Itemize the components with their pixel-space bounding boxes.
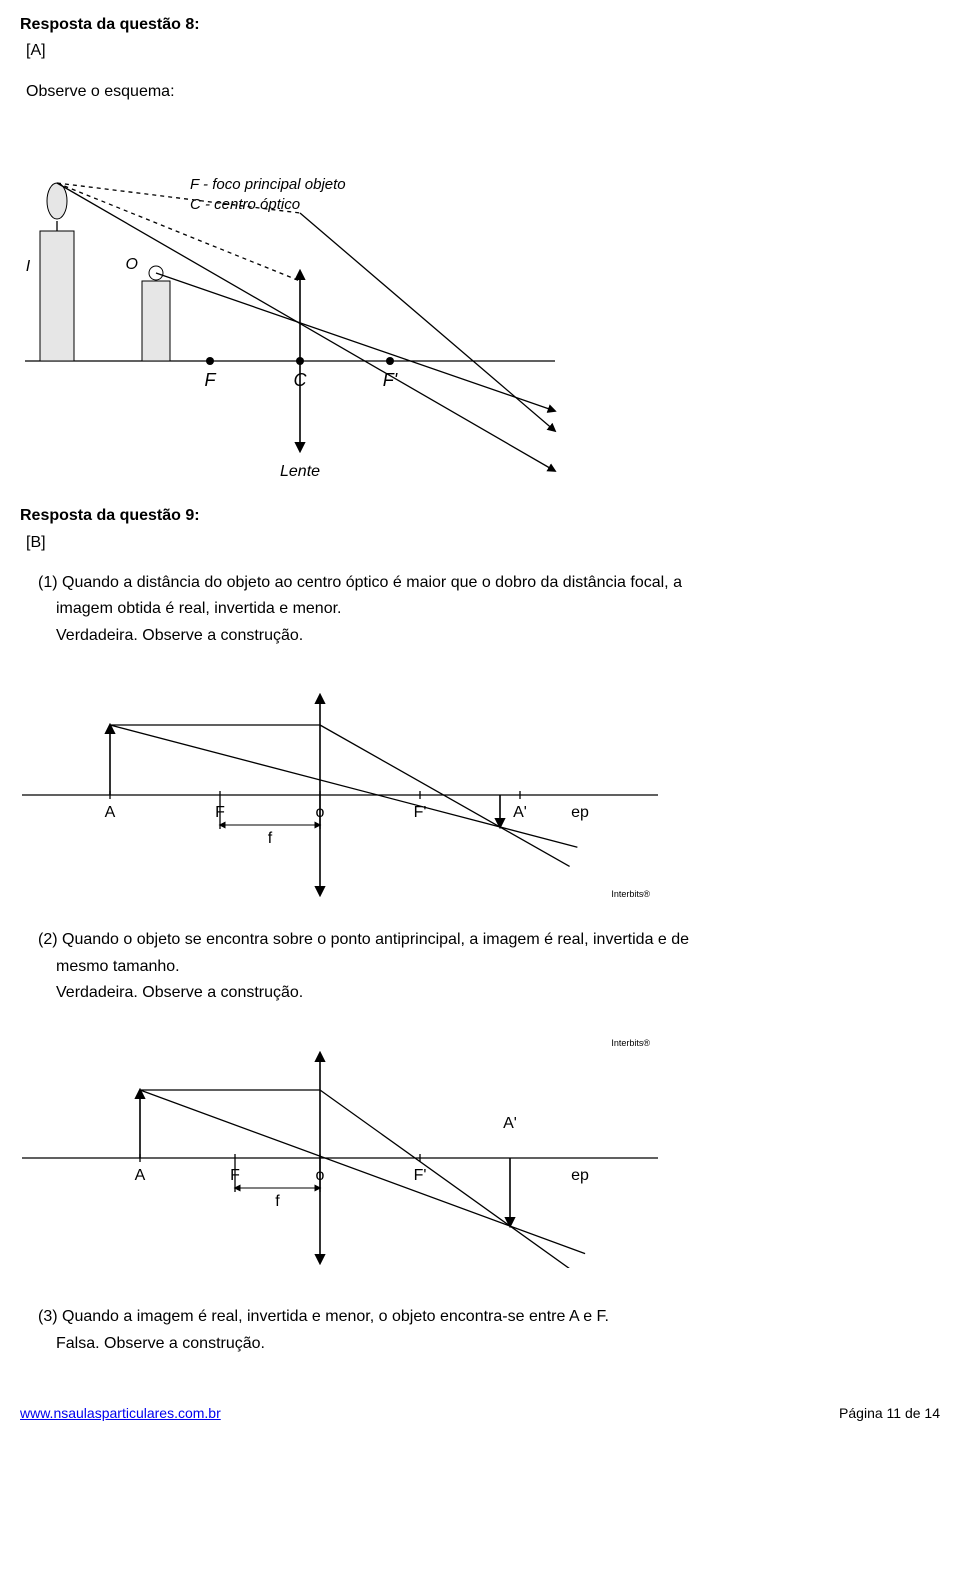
svg-text:Interbits®: Interbits®: [611, 1038, 650, 1048]
q9-item2-l3: Verdadeira. Observe a construção.: [20, 982, 940, 1004]
svg-text:Lente: Lente: [280, 463, 320, 480]
figure-lens-schema: I F - foco principal objeto C - centro ópt…: [20, 141, 560, 481]
q9-item1-l2: imagem obtida é real, invertida e menor.: [20, 598, 940, 620]
footer-page: Página 11 de 14: [839, 1405, 940, 1421]
svg-text:F': F': [414, 1167, 427, 1184]
svg-text:ep: ep: [571, 804, 589, 821]
svg-text:f: f: [268, 830, 273, 847]
svg-text:I: I: [26, 258, 31, 275]
q9-item3-l1: (3) Quando a imagem é real, invertida e …: [20, 1306, 940, 1328]
svg-text:A: A: [135, 1167, 146, 1184]
svg-text:F: F: [205, 370, 217, 390]
q9-item2-l1: (2) Quando o objeto se encontra sobre o …: [20, 929, 940, 951]
footer-link[interactable]: www.nsaulasparticulares.com.br: [20, 1405, 221, 1421]
q9-item3-l2: Falsa. Observe a construção.: [20, 1333, 940, 1355]
svg-text:A': A': [503, 1115, 517, 1132]
svg-text:A: A: [105, 804, 116, 821]
svg-text:Interbits®: Interbits®: [611, 889, 650, 899]
svg-text:C - centro óptico: C - centro óptico: [190, 196, 300, 213]
figure-construction-2: AFoF'epfA'Interbits®: [20, 1028, 660, 1268]
q8-prompt: Observe o esquema:: [20, 81, 940, 103]
svg-text:C: C: [294, 370, 308, 390]
q9-item1-l1: (1) Quando a distância do objeto ao cent…: [20, 572, 940, 594]
svg-text:f: f: [275, 1193, 280, 1210]
svg-text:A': A': [513, 804, 527, 821]
q8-title: Resposta da questão 8:: [20, 14, 940, 36]
svg-text:O: O: [126, 256, 138, 273]
q9-item1-l3: Verdadeira. Observe a construção.: [20, 625, 940, 647]
svg-text:ep: ep: [571, 1167, 589, 1184]
q9-item2-l2: mesmo tamanho.: [20, 956, 940, 978]
q9-answer: [B]: [20, 532, 940, 554]
q9-title: Resposta da questão 9:: [20, 505, 940, 527]
figure-construction-1: AFoF'A'epfInterbits®: [20, 685, 660, 905]
svg-text:F - foco principal objeto: F - foco principal objeto: [190, 176, 346, 193]
q8-answer: [A]: [20, 40, 940, 62]
